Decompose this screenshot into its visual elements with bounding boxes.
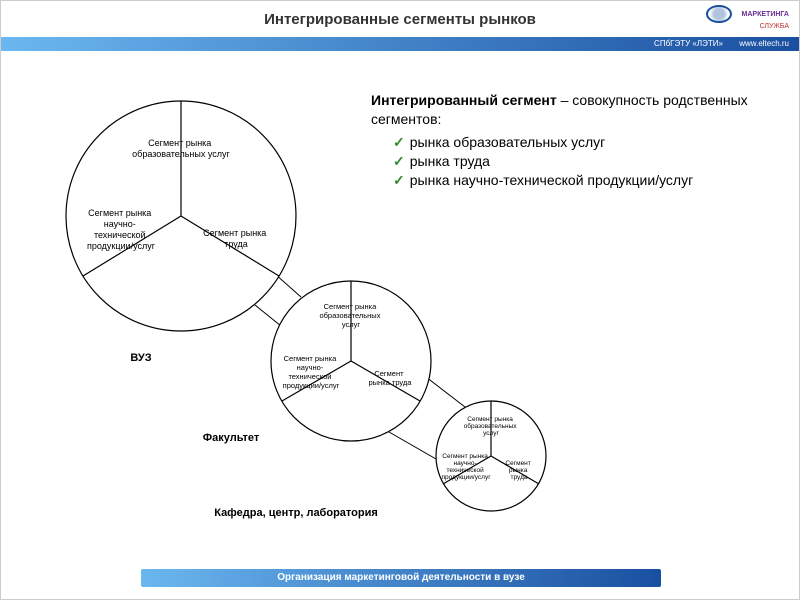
header-bar: СПбГЭТУ «ЛЭТИ» www.eltech.ru — [1, 37, 799, 51]
page-title: Интегрированные сегменты рынков — [264, 11, 536, 28]
footer-bar: Организация маркетинговой деятельности в… — [141, 569, 661, 587]
level-department: Сегмент рынка образовательных услуг Сегм… — [436, 401, 546, 511]
label-department: Кафедра, центр, лаборатория — [214, 507, 378, 519]
footer-text: Организация маркетинговой деятельности в… — [277, 572, 525, 583]
nested-pie-diagram: Сегмент рынка образовательных услуг Сегм… — [21, 61, 641, 541]
header-org: СПбГЭТУ «ЛЭТИ» — [654, 39, 723, 48]
brand-line1: МАРКЕТИНГА — [742, 11, 789, 18]
level-faculty: Сегмент рынка образовательных услуг Сегм… — [271, 281, 431, 441]
svg-text:Сегмент рынка научно-: Сегмент рынка научно- технической продук… — [283, 354, 340, 390]
brand-line2: СЛУЖБА — [760, 23, 789, 30]
label-faculty: Факультет — [203, 432, 260, 444]
svg-text:Сегмент рынка научно-: Сегмент рынка научно- технической продук… — [87, 208, 156, 251]
header-url: www.eltech.ru — [739, 39, 789, 48]
svg-text:Сегмент рынка научно-: Сегмент рынка научно- технической продук… — [441, 453, 491, 481]
level-vuz: Сегмент рынка образовательных услуг Сегм… — [66, 101, 296, 331]
org-logo: МАРКЕТИНГА СЛУЖБА — [706, 5, 789, 31]
label-vuz: ВУЗ — [130, 352, 151, 364]
